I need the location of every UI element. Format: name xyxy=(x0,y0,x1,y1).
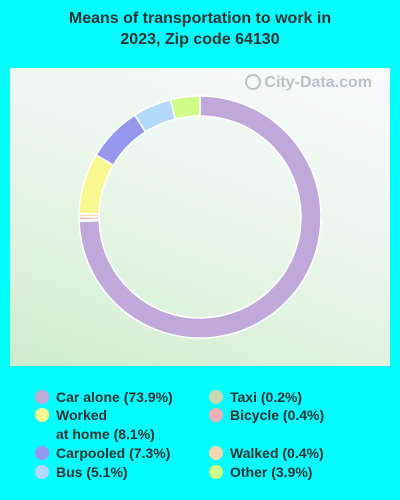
donut-slice-worked-at-home xyxy=(78,153,115,216)
legend: Car alone (73.9%) Worked at home (8.1%) … xyxy=(0,384,400,494)
legend-label-worked-line1: Worked xyxy=(56,407,108,423)
legend-swatch-carpooled xyxy=(35,446,49,460)
chart-title-line2: 2023, Zip code 64130 xyxy=(120,31,280,48)
legend-item-worked-at-home: Worked at home (8.1%) xyxy=(35,406,155,444)
legend-swatch-walked xyxy=(209,446,223,460)
plot-area: City-Data.com xyxy=(10,68,390,366)
legend-swatch-other xyxy=(209,465,223,479)
legend-label-carpooled: Carpooled (7.3%) xyxy=(56,445,171,461)
legend-item-other: Other (3.9%) xyxy=(209,463,312,482)
legend-item-bus: Bus (5.1%) xyxy=(35,463,128,482)
legend-label-other: Other (3.9%) xyxy=(230,464,313,480)
watermark-icon xyxy=(245,74,262,90)
watermark: City-Data.com xyxy=(245,74,372,92)
legend-item-car-alone: Car alone (73.9%) xyxy=(35,388,173,407)
legend-item-walked: Walked (0.4%) xyxy=(209,444,324,463)
chart-title: Means of transportation to work in 2023,… xyxy=(0,8,400,50)
legend-swatch-taxi xyxy=(209,390,223,404)
legend-label-bicycle: Bicycle (0.4%) xyxy=(230,407,325,423)
legend-label-taxi: Taxi (0.2%) xyxy=(230,389,303,405)
legend-item-bicycle: Bicycle (0.4%) xyxy=(209,406,324,425)
legend-label-worked-at-home: Worked at home (8.1%) xyxy=(56,406,155,444)
legend-label-bus: Bus (5.1%) xyxy=(56,464,128,480)
legend-swatch-worked-at-home xyxy=(35,408,49,422)
donut-slice-other xyxy=(169,95,201,120)
legend-swatch-car-alone xyxy=(35,390,49,404)
donut-chart xyxy=(78,95,322,339)
legend-label-walked: Walked (0.4%) xyxy=(230,445,324,461)
legend-label-worked-line2: at home (8.1%) xyxy=(56,426,155,442)
legend-item-taxi: Taxi (0.2%) xyxy=(209,388,302,407)
watermark-text: City-Data.com xyxy=(264,74,372,91)
legend-swatch-bus xyxy=(35,465,49,479)
donut-slice-carpooled xyxy=(95,114,147,167)
legend-label-car-alone: Car alone (73.9%) xyxy=(56,389,173,405)
legend-item-carpooled: Carpooled (7.3%) xyxy=(35,444,170,463)
legend-swatch-bicycle xyxy=(209,408,223,422)
donut-slice-car-alone xyxy=(78,95,322,339)
chart-title-line1: Means of transportation to work in xyxy=(68,10,332,27)
